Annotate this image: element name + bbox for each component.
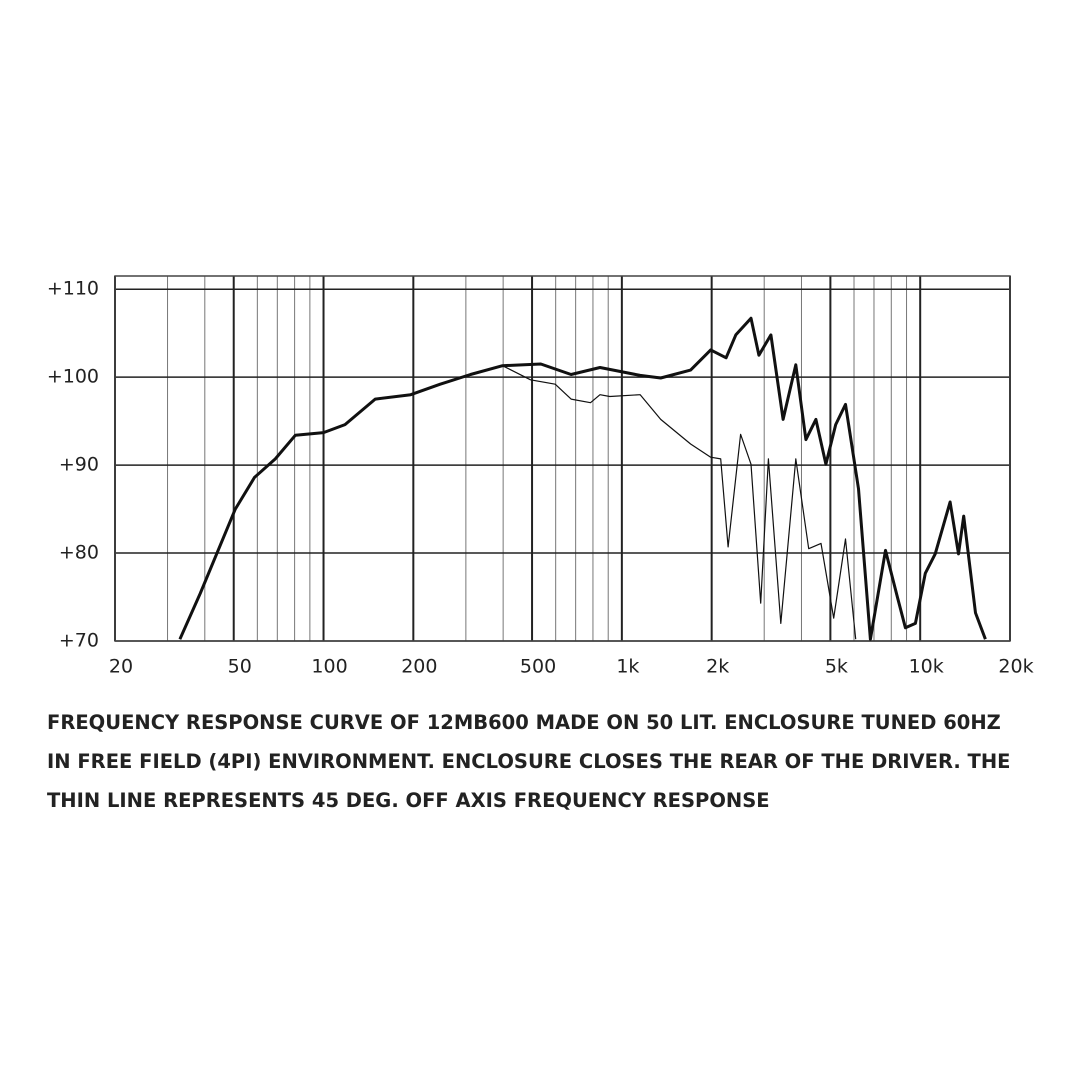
- x-tick-label: 2k: [706, 656, 729, 678]
- plot-frame: [114, 275, 1011, 642]
- y-tick-label: +80: [59, 542, 99, 564]
- x-tick-label: 1k: [616, 656, 639, 678]
- x-tick-label: 20k: [998, 656, 1033, 678]
- x-tick-label: 50: [228, 656, 252, 678]
- y-tick-label: +90: [59, 454, 99, 476]
- y-tick-label: +110: [47, 278, 99, 300]
- y-tick-label: +70: [59, 630, 99, 652]
- x-tick-label: 100: [311, 656, 347, 678]
- x-tick-label: 20: [109, 656, 133, 678]
- chart: 20 50 100 200 500 1k 2k 5k 10k 20k +70 +80 +90 +100 +1…: [47, 275, 1034, 678]
- y-tick-label: +100: [47, 366, 99, 388]
- x-tick-label: 500: [520, 656, 556, 678]
- x-tick-label: 10k: [909, 656, 944, 678]
- line: [179, 365, 857, 640]
- x-tick-label: 5k: [825, 656, 848, 678]
- caption: FREQUENCY RESPONSE CURVE OF 12MB600 MADE…: [47, 711, 1011, 812]
- line: [178, 316, 987, 641]
- x-tick-label: 200: [401, 656, 437, 678]
